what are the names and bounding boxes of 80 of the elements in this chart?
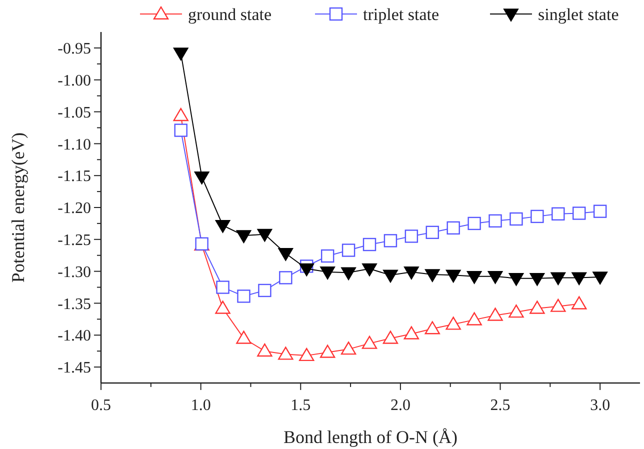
point <box>488 308 503 321</box>
point <box>216 280 230 294</box>
y-tick-label: -1.30 <box>58 264 91 281</box>
point <box>530 272 545 286</box>
legend-label: singlet state <box>538 4 619 24</box>
point <box>550 272 566 286</box>
y-axis-title: Potential energy(eV) <box>8 132 28 283</box>
point <box>194 171 210 184</box>
point <box>488 214 502 228</box>
y-tick-label: -1.25 <box>58 232 91 250</box>
x-tick-label: 0.5 <box>91 397 111 414</box>
point <box>466 312 482 326</box>
point <box>530 210 544 224</box>
point <box>279 271 292 284</box>
y-tick-label: -1.10 <box>58 136 91 154</box>
point <box>362 238 376 252</box>
x-axis-title: Bond length of O-N (Å) <box>284 427 458 447</box>
x-tick-label: 2.0 <box>390 397 410 414</box>
legend-label: triplet state <box>363 4 440 24</box>
x-tick-label: 1.5 <box>290 397 311 414</box>
point <box>468 216 481 230</box>
point <box>530 300 545 314</box>
point <box>362 263 377 276</box>
x-tick-label: 2.5 <box>490 397 510 414</box>
point <box>508 304 524 318</box>
x-tick-label: 1.0 <box>190 397 211 414</box>
legend-label: ground state <box>188 4 272 24</box>
point <box>404 266 419 280</box>
point <box>236 230 252 244</box>
point <box>278 248 294 261</box>
point <box>278 346 294 360</box>
point <box>446 221 460 235</box>
y-tick-label: -1.35 <box>58 296 91 313</box>
point <box>340 342 356 355</box>
point <box>237 290 250 303</box>
point <box>215 220 230 233</box>
x-tick-label: 3.0 <box>590 397 610 414</box>
point <box>424 321 440 334</box>
point <box>592 272 608 285</box>
point <box>382 330 398 344</box>
point <box>174 124 188 137</box>
point <box>258 284 272 298</box>
y-tick-label: -1.05 <box>58 104 91 122</box>
point <box>593 204 607 218</box>
point <box>404 230 418 243</box>
point <box>236 330 252 344</box>
point <box>362 336 378 349</box>
point <box>257 228 272 242</box>
point <box>488 271 503 284</box>
point <box>173 48 188 61</box>
point <box>342 244 356 257</box>
point <box>320 344 336 358</box>
point <box>341 267 356 280</box>
y-tick-label: -1.40 <box>58 328 91 345</box>
point <box>299 348 314 362</box>
point <box>384 234 398 248</box>
y-tick-label: -0.95 <box>58 40 91 58</box>
y-tick-label: -1.45 <box>58 360 91 377</box>
point <box>257 343 272 357</box>
point <box>446 270 461 283</box>
point <box>320 266 336 280</box>
y-tick-label: -1.15 <box>58 168 91 186</box>
point <box>572 272 587 286</box>
point <box>426 226 439 239</box>
point <box>299 263 314 276</box>
point <box>382 270 398 283</box>
y-tick-label: -1.20 <box>58 200 91 218</box>
point <box>320 249 334 263</box>
point <box>572 296 587 310</box>
point <box>510 212 523 226</box>
point <box>552 207 565 220</box>
point <box>446 316 461 330</box>
point <box>550 298 566 312</box>
point <box>215 300 230 314</box>
point <box>466 271 482 284</box>
point <box>404 326 420 340</box>
point <box>572 206 586 220</box>
point <box>424 269 440 282</box>
y-tick-label: -1.00 <box>58 72 91 90</box>
point <box>508 272 524 286</box>
